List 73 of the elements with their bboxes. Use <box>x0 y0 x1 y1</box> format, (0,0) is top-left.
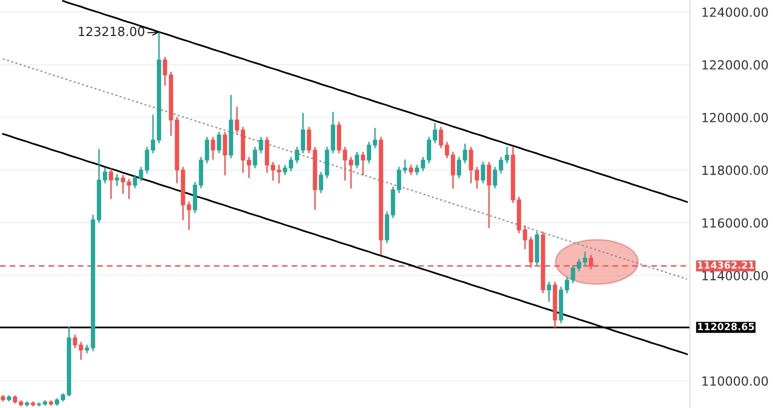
candlestick <box>564 276 570 294</box>
candlestick <box>132 174 138 189</box>
candlestick <box>144 146 150 174</box>
candlestick <box>120 174 126 194</box>
candlestick <box>372 127 378 149</box>
candlestick <box>204 136 210 164</box>
y-tick-label: 116000.00 <box>702 218 768 228</box>
candlestick <box>360 151 366 176</box>
candlestick <box>216 131 222 154</box>
candlestick <box>270 161 276 182</box>
candlestick <box>246 156 252 179</box>
candlestick <box>210 136 216 160</box>
candlestick <box>282 164 288 176</box>
candlestick <box>462 143 468 164</box>
candlestick <box>150 114 156 154</box>
candlestick <box>252 146 258 169</box>
candlestick <box>162 56 168 86</box>
candlestick <box>468 146 474 184</box>
line-series <box>62 0 688 203</box>
candlestick <box>414 164 420 176</box>
y-tick-label: 114000.00 <box>702 270 768 280</box>
candlestick <box>366 141 372 164</box>
candlestick <box>576 258 582 272</box>
line-series <box>2 58 688 280</box>
candlestick <box>504 146 510 164</box>
candlestick <box>348 156 354 190</box>
candlestick <box>486 161 492 229</box>
candlestick <box>306 126 312 154</box>
candlestick <box>426 136 432 164</box>
y-tick-label: 118000.00 <box>702 166 768 176</box>
candlestick <box>234 106 240 134</box>
candlestick <box>354 151 360 169</box>
candlestick <box>294 146 300 164</box>
candlestick <box>450 151 456 190</box>
candlestick <box>498 156 504 174</box>
candlestick <box>102 166 108 184</box>
candlestick <box>438 126 444 149</box>
candlestick <box>300 112 306 154</box>
candlestick <box>318 171 324 194</box>
candlestick <box>522 224 528 250</box>
candlestick <box>480 161 486 184</box>
candlestick <box>570 264 576 284</box>
candlestick <box>276 164 282 184</box>
candlestick <box>186 201 192 231</box>
candlestick <box>78 341 84 360</box>
candlestick <box>108 168 114 200</box>
candlestick <box>396 166 402 194</box>
candlestick <box>288 156 294 172</box>
candlestick <box>258 136 264 154</box>
candlestick <box>444 141 450 159</box>
candlestick <box>582 251 588 266</box>
candlestick <box>342 146 348 182</box>
candlestick <box>474 166 480 190</box>
y-tick-label: 122000.00 <box>702 60 768 70</box>
candlestick <box>408 164 414 176</box>
y-tick-label: 124000.00 <box>702 7 768 17</box>
candlestick <box>546 281 552 303</box>
candlestick <box>126 178 132 200</box>
candlestick <box>402 158 408 174</box>
candlestick <box>456 156 462 179</box>
candlestick <box>492 166 498 189</box>
candlestick <box>420 156 426 172</box>
y-tick-label: 120000.00 <box>702 112 768 122</box>
ref-line-label: 112028.65 <box>698 322 754 330</box>
annotation: 123218.00 <box>78 26 144 36</box>
candlestick <box>138 166 144 182</box>
candlestick <box>432 122 438 144</box>
candlestick <box>114 173 120 187</box>
y-tick-label: 110000.00 <box>702 376 768 386</box>
ref-line-label: 114362.21 <box>698 261 754 269</box>
line-series <box>2 133 688 356</box>
candlestick <box>222 131 228 176</box>
candlestick <box>72 334 78 349</box>
